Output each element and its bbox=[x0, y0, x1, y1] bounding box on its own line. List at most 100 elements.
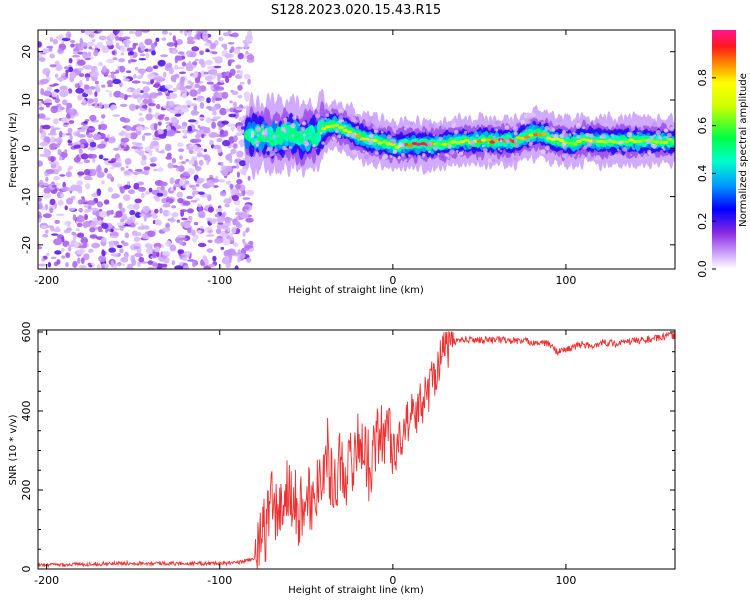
ridge-core bbox=[623, 140, 630, 144]
noise-blob bbox=[183, 129, 188, 137]
noise-blob bbox=[178, 237, 188, 241]
noise-blob bbox=[203, 71, 210, 75]
noise-blob bbox=[157, 59, 166, 67]
noise-blob bbox=[226, 227, 231, 232]
ridge-speck bbox=[651, 121, 658, 128]
noise-blob bbox=[151, 263, 159, 266]
noise-blob bbox=[54, 60, 60, 66]
noise-blob bbox=[118, 36, 123, 42]
ridge-core bbox=[255, 132, 262, 136]
noise-blob bbox=[235, 64, 242, 70]
ridge-speck bbox=[451, 124, 456, 129]
ridge-speck bbox=[630, 153, 633, 156]
ridge-core bbox=[281, 133, 288, 137]
noise-blob bbox=[51, 91, 58, 98]
noise-blob bbox=[197, 124, 201, 129]
noise-blob bbox=[153, 168, 158, 172]
ridge-speck bbox=[456, 149, 459, 153]
noise-blob bbox=[169, 109, 179, 114]
noise-blob bbox=[38, 101, 43, 106]
noise-blob bbox=[108, 240, 115, 248]
noise-blob bbox=[188, 119, 197, 123]
noise-blob bbox=[77, 94, 83, 101]
noise-blob bbox=[69, 72, 77, 79]
ridge-speck bbox=[337, 134, 342, 139]
noise-blob bbox=[177, 249, 185, 255]
noise-blob bbox=[104, 137, 109, 142]
noise-blob bbox=[237, 84, 243, 91]
noise-blob bbox=[113, 30, 120, 35]
noise-blob bbox=[196, 130, 205, 135]
noise-blob bbox=[86, 133, 93, 138]
noise-blob bbox=[39, 153, 48, 157]
noise-blob bbox=[68, 120, 75, 124]
noise-blob bbox=[185, 158, 189, 162]
noise-blob bbox=[171, 212, 179, 218]
ridge-speck bbox=[354, 114, 357, 116]
noise-blob bbox=[87, 262, 92, 266]
noise-blob bbox=[113, 265, 117, 269]
noise-blob bbox=[86, 200, 96, 206]
ridge-speck bbox=[390, 155, 393, 158]
noise-blob bbox=[134, 168, 143, 172]
noise-blob bbox=[76, 222, 83, 228]
noise-blob bbox=[218, 205, 222, 209]
noise-blob bbox=[243, 91, 251, 99]
ridge-speck bbox=[374, 151, 379, 155]
noise-blob bbox=[114, 240, 120, 247]
noise-blob bbox=[171, 157, 176, 164]
noise-blob bbox=[206, 217, 213, 222]
ridge-speck bbox=[302, 121, 307, 126]
noise-blob bbox=[49, 53, 55, 59]
noise-blob bbox=[201, 154, 210, 158]
noise-blob bbox=[83, 209, 92, 213]
noise-blob bbox=[237, 255, 241, 263]
noise-blob bbox=[101, 114, 106, 119]
noise-blob bbox=[161, 244, 165, 248]
noise-blob bbox=[67, 246, 72, 252]
noise-blob bbox=[129, 51, 134, 56]
noise-blob bbox=[87, 205, 92, 210]
noise-blob bbox=[82, 99, 87, 106]
noise-blob bbox=[247, 175, 251, 181]
noise-blob bbox=[75, 87, 85, 94]
noise-blob bbox=[111, 71, 115, 79]
ridge-speck bbox=[350, 116, 356, 123]
noise-blob bbox=[123, 141, 127, 148]
noise-blob bbox=[120, 137, 130, 143]
colorbar-ticks: 0.0 0.2 0.4 0.6 0.8 bbox=[696, 69, 716, 278]
noise-blob bbox=[122, 242, 129, 247]
noise-blob bbox=[76, 215, 85, 223]
noise-blob bbox=[198, 191, 205, 195]
noise-blob bbox=[149, 156, 158, 162]
ridge-speck bbox=[299, 130, 303, 134]
noise-blob bbox=[179, 179, 185, 186]
noise-blob bbox=[126, 204, 135, 210]
noise-blob bbox=[86, 41, 95, 47]
colorbar-tick-label: 0.6 bbox=[696, 117, 709, 135]
noise-blob bbox=[46, 168, 55, 175]
snr-x-tick-label: 100 bbox=[555, 574, 576, 587]
ridge-speck bbox=[662, 146, 665, 149]
noise-blob bbox=[84, 30, 92, 36]
ridge-speck bbox=[368, 139, 374, 145]
colorbar-tick-label: 0.4 bbox=[696, 165, 709, 183]
noise-blob bbox=[180, 76, 186, 82]
noise-blob bbox=[65, 262, 69, 268]
ridge-speck bbox=[272, 135, 276, 139]
ridge-core bbox=[528, 133, 535, 137]
noise-blob bbox=[129, 54, 134, 60]
ridge-speck bbox=[320, 117, 325, 122]
noise-blob bbox=[83, 159, 91, 164]
noise-blob bbox=[245, 189, 255, 196]
snr-y-axis-label: SNR (10 * v/v) bbox=[8, 414, 19, 485]
ridge-speck bbox=[405, 159, 408, 162]
noise-blob bbox=[123, 39, 128, 48]
noise-blob bbox=[136, 75, 144, 79]
noise-blob bbox=[111, 193, 120, 199]
noise-blob bbox=[227, 30, 232, 35]
noise-blob bbox=[89, 227, 96, 233]
ridge-core bbox=[489, 140, 496, 144]
noise-blob bbox=[142, 134, 146, 141]
noise-blob bbox=[101, 222, 109, 229]
